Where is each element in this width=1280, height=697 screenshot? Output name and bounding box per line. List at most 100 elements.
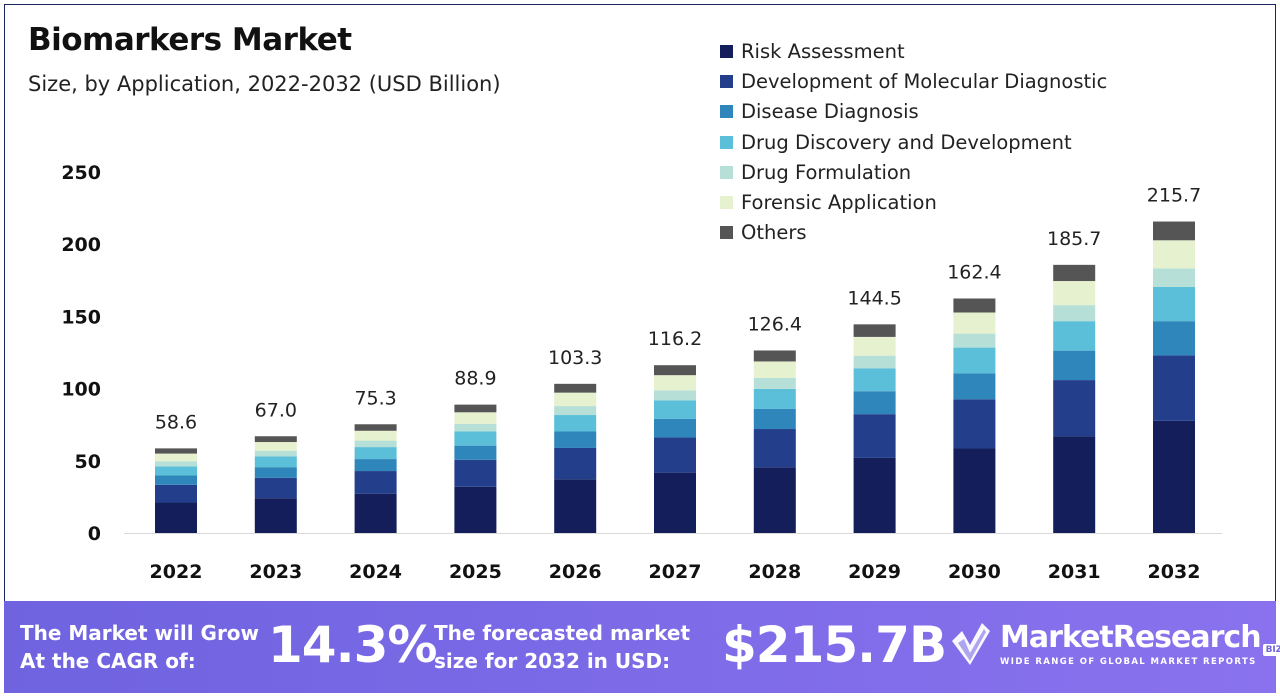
bar-segment: [155, 484, 197, 503]
bar-segment: [254, 498, 297, 533]
bar-segment: [454, 423, 497, 432]
bar-segment: [554, 392, 597, 407]
bar-segment: [953, 312, 996, 334]
y-tick-label: 50: [75, 451, 101, 473]
legend-swatch: [720, 105, 733, 119]
bar-segment: [254, 477, 297, 499]
x-tick-label: 2025: [449, 561, 502, 583]
bar-segment: [454, 412, 497, 424]
forecast-caption: The forecasted market size for 2032 in U…: [434, 619, 690, 675]
bar-segment: [1153, 221, 1195, 241]
bar-segment: [654, 418, 696, 438]
bar-segment: [155, 461, 197, 467]
x-tick-label: 2026: [549, 561, 602, 583]
bar-segment: [753, 350, 796, 362]
bar-segment: [1053, 281, 1096, 306]
legend-label: Disease Diagnosis: [741, 100, 919, 124]
bar-segment: [654, 365, 696, 376]
bar-total-label: 162.4: [947, 261, 1001, 283]
brand-logo: MarketResearch BIZ WIDE RANGE OF GLOBAL M…: [948, 619, 1280, 669]
x-tick-label: 2024: [349, 561, 402, 583]
bar-segment: [654, 375, 696, 391]
bar-segment: [155, 502, 197, 533]
legend-swatch: [720, 74, 733, 88]
x-tick-label: 2031: [1048, 561, 1101, 583]
summary-banner: The Market will Grow At the CAGR of: 14.…: [4, 601, 1280, 693]
bar-segment: [155, 466, 197, 476]
x-tick-label: 2030: [948, 561, 1001, 583]
bar-segment: [1153, 321, 1195, 356]
bar-segment: [554, 406, 597, 416]
bar-total-label: 116.2: [648, 328, 702, 350]
bar-segment: [953, 347, 996, 374]
legend-label: Others: [741, 221, 807, 245]
bar-segment: [1153, 240, 1195, 269]
bar-segment: [953, 373, 996, 400]
bar-segment: [853, 457, 896, 533]
bar-total-label: 103.3: [548, 347, 602, 369]
bar-segment: [454, 404, 497, 413]
bar-segment: [354, 430, 397, 441]
bar-segment: [454, 486, 497, 533]
bar-total-label: 215.7: [1147, 185, 1201, 207]
bar-segment: [354, 471, 397, 494]
bar-total-label: 75.3: [354, 387, 396, 409]
bar-segment: [1053, 436, 1096, 533]
bar-segment: [953, 298, 996, 313]
bar-segment: [254, 450, 297, 457]
bar-segment: [554, 415, 597, 432]
bar-segment: [254, 456, 297, 468]
bar-segment: [454, 445, 497, 460]
x-tick-label: 2027: [649, 561, 702, 583]
cagr-caption: The Market will Grow At the CAGR of:: [20, 619, 259, 675]
bar-segment: [953, 448, 996, 533]
brand-badge: BIZ: [1262, 644, 1280, 656]
bar-segment: [554, 383, 597, 393]
bar-total-label: 67.0: [255, 399, 297, 421]
bar-segment: [554, 431, 597, 448]
bar-segment: [254, 442, 297, 451]
bar-segment: [1053, 350, 1096, 381]
y-tick-label: 250: [61, 162, 101, 184]
brand-name: MarketResearch: [1000, 620, 1262, 655]
x-tick-label: 2029: [848, 561, 901, 583]
bar-segment: [654, 390, 696, 401]
stacked-bar-chart: 0 50 100 150 200 250 58.6 2022 67.0 2023 75.3 2024 8…: [61, 162, 1222, 583]
legend-item: Development of Molecular Diagnostic: [720, 66, 1180, 96]
bar-segment: [155, 475, 197, 485]
forecast-caption-line1: The forecasted market: [434, 621, 691, 645]
bar-segment: [654, 472, 696, 533]
bar-segment: [753, 361, 796, 378]
bar-segment: [853, 391, 896, 415]
legend-label: Drug Formulation: [741, 160, 912, 184]
legend-item: Forensic Application: [720, 187, 1180, 217]
bar-segment: [554, 479, 597, 533]
y-tick-label: 200: [61, 234, 101, 256]
bar-segment: [953, 333, 996, 348]
bar-total-label: 144.5: [847, 287, 901, 309]
chart-title: Biomarkers Market: [28, 22, 352, 58]
bar-total-label: 88.9: [454, 368, 496, 390]
bar-segment: [753, 408, 796, 430]
bar-segment: [1153, 355, 1195, 421]
cagr-value: 14.3%: [268, 616, 437, 674]
bar-segment: [1153, 268, 1195, 287]
bar-segment: [354, 440, 397, 448]
bar-segment: [1053, 305, 1096, 322]
bar-segment: [753, 388, 796, 409]
y-tick-label: 150: [61, 306, 101, 328]
legend-label: Development of Molecular Diagnostic: [741, 69, 1108, 93]
bar-segment: [354, 447, 397, 460]
bar-segment: [254, 467, 297, 478]
legend-swatch: [720, 226, 733, 240]
bar-segment: [753, 467, 796, 533]
legend-item: Drug Discovery and Development: [720, 127, 1180, 157]
legend-item: Others: [720, 218, 1180, 248]
y-tick-label: 0: [88, 523, 101, 545]
bar-segment: [853, 355, 896, 369]
bar-segment: [1153, 286, 1195, 322]
legend-item: Disease Diagnosis: [720, 97, 1180, 127]
chart-legend: Risk Assessment Development of Molecular …: [720, 36, 1180, 248]
bar-total-label: 185.7: [1047, 228, 1101, 250]
x-tick-label: 2023: [249, 561, 302, 583]
